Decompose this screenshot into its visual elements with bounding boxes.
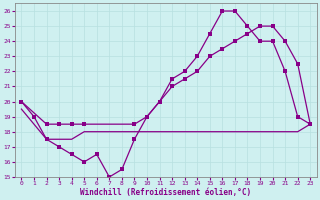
X-axis label: Windchill (Refroidissement éolien,°C): Windchill (Refroidissement éolien,°C) <box>80 188 252 197</box>
